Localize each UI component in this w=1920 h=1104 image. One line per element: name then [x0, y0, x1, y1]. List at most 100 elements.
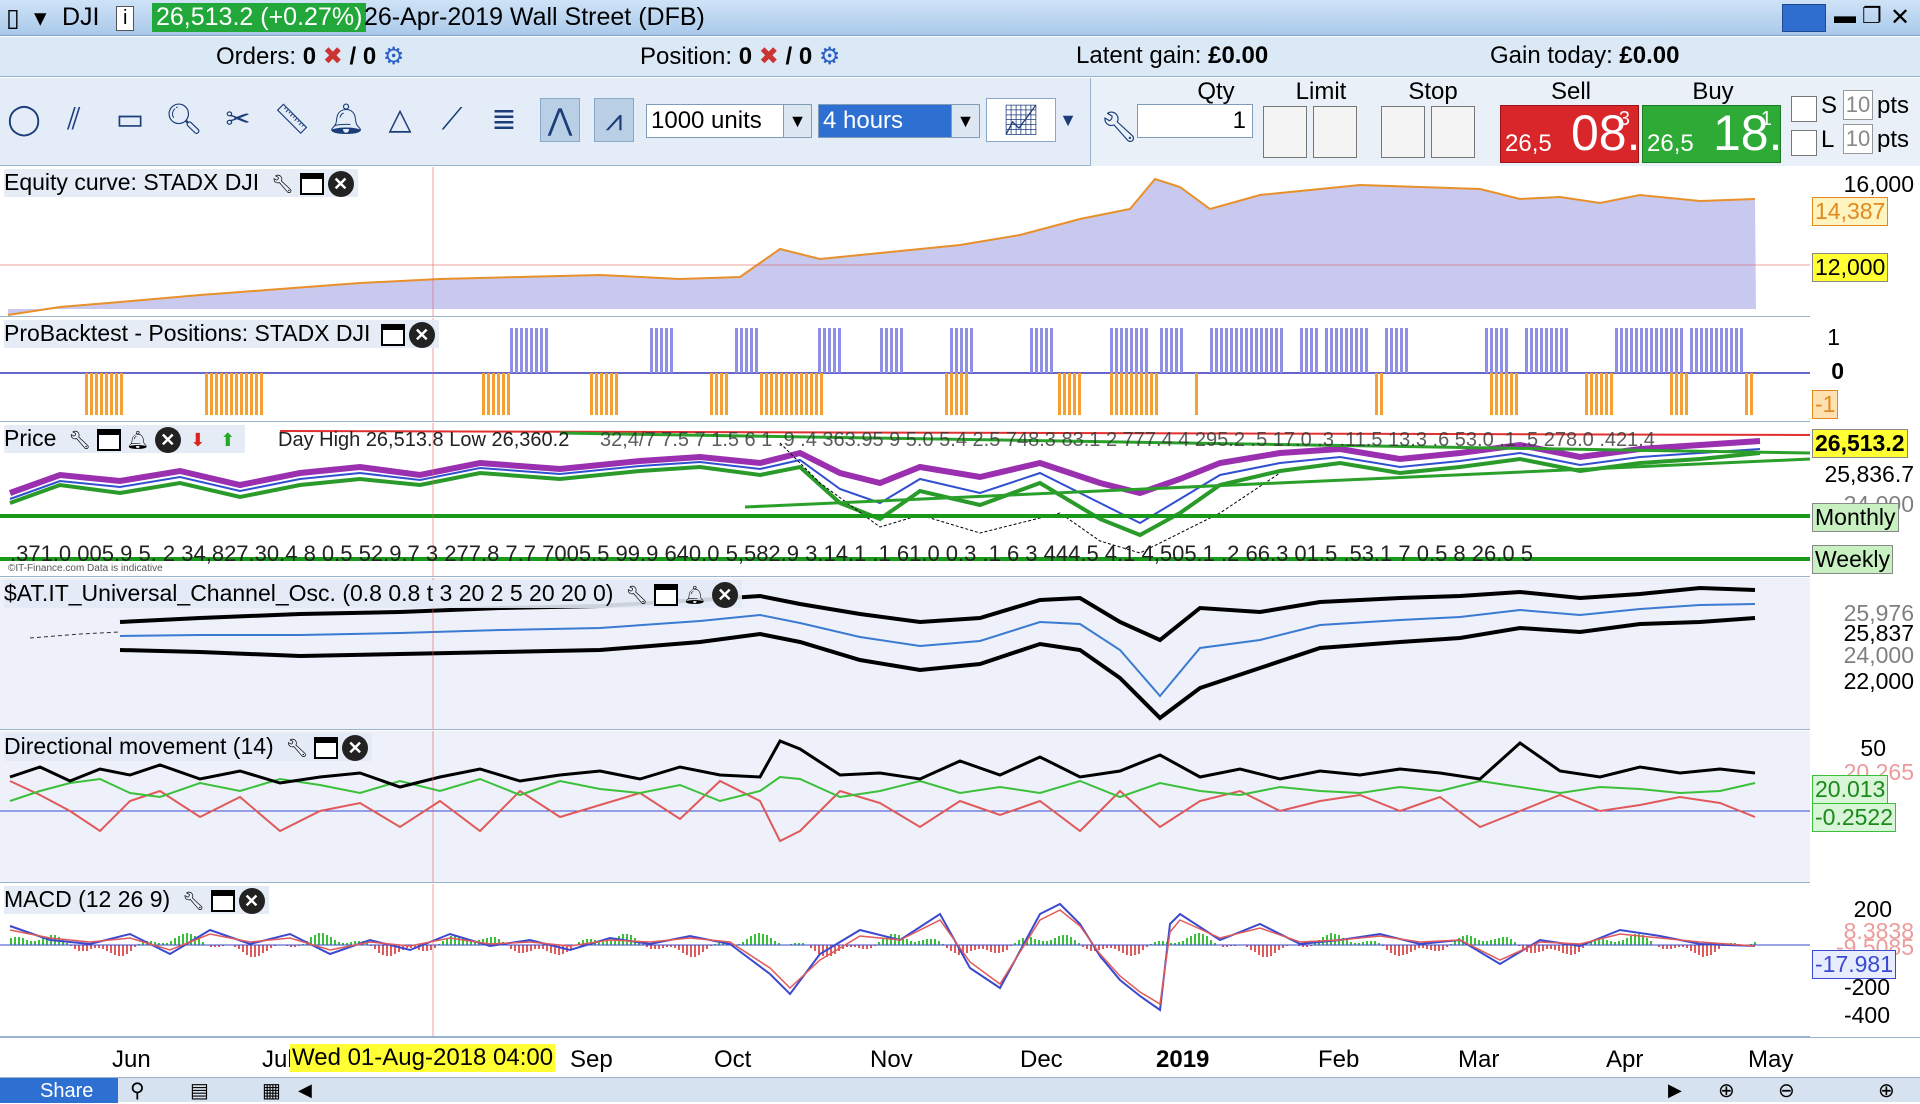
window-icon[interactable]: [380, 323, 405, 346]
arrow-down-icon[interactable]: ⬇: [190, 429, 206, 450]
long-position-bar: [1535, 328, 1538, 373]
wrench-icon[interactable]: 🔧︎: [271, 173, 295, 194]
qty-input[interactable]: 1: [1137, 104, 1253, 138]
price-panel[interactable]: Day High 26,513.8 Low 26,360.2 32,4/7 7.…: [0, 423, 1810, 577]
l-pts-input[interactable]: 10: [1843, 124, 1873, 154]
sell-limit-icon[interactable]: [1313, 106, 1357, 158]
alert-bell-icon[interactable]: 🔔︎: [126, 429, 150, 450]
chevron-down-icon[interactable]: ▾: [34, 4, 47, 32]
alert-bell-icon[interactable]: 🔔︎: [326, 103, 366, 136]
long-position-bar: [1555, 328, 1558, 373]
scroll-left-icon[interactable]: ◀: [298, 1080, 312, 1100]
macd-histogram-bar: [310, 937, 312, 945]
zoom-reset-icon[interactable]: ⊕: [1878, 1080, 1895, 1102]
symbol-label[interactable]: DJI: [62, 3, 100, 31]
units-chevron-icon[interactable]: ▼: [783, 105, 811, 137]
settings-gear-icon[interactable]: ⚙: [382, 43, 405, 70]
long-position-bar: [745, 328, 748, 373]
restore-icon[interactable]: ❐: [1862, 3, 1882, 28]
macd-histogram-bar: [170, 941, 172, 945]
limit-label: Limit: [1295, 78, 1347, 105]
close-icon[interactable]: ✕: [1890, 4, 1911, 31]
close-icon[interactable]: ✕: [342, 734, 369, 761]
indicators-icon[interactable]: 📈︎: [986, 98, 1056, 142]
macd-histogram-bar: [658, 945, 660, 949]
macd-histogram-bar: [1714, 945, 1716, 952]
buy-stop-icon[interactable]: [1381, 106, 1425, 158]
tools-icon[interactable]: ✂: [225, 103, 251, 136]
lasso-icon[interactable]: ◯: [7, 103, 41, 136]
macd-histogram-bar: [142, 942, 144, 945]
wrench-icon[interactable]: 🔧︎: [1099, 111, 1139, 144]
keyboard-icon[interactable]: [1782, 4, 1826, 32]
directional-movement-panel[interactable]: Directional movement (14) 🔧︎ ✕: [0, 731, 1810, 883]
macd-histogram-bar: [798, 943, 800, 945]
arrow-up-icon[interactable]: ⬆: [220, 429, 236, 450]
print-icon[interactable]: ▤: [190, 1080, 209, 1102]
orders-total: / 0: [349, 43, 377, 70]
scroll-right-icon[interactable]: ▶: [1668, 1080, 1682, 1100]
macd-histogram-bar: [1122, 945, 1124, 953]
macd-histogram-bar: [794, 943, 796, 945]
cancel-orders-icon[interactable]: ✖: [322, 43, 343, 70]
window-icon[interactable]: [210, 889, 235, 912]
ruler-icon[interactable]: 📏︎: [272, 103, 312, 136]
s-checkbox[interactable]: [1791, 96, 1817, 122]
wrench-icon[interactable]: 🔧︎: [182, 890, 205, 911]
parallel-lines-icon[interactable]: ⫽: [67, 103, 81, 136]
layout-icon[interactable]: ▦: [262, 1080, 281, 1102]
camera-icon[interactable]: ⚲: [130, 1080, 145, 1102]
buy-limit-icon[interactable]: [1263, 106, 1307, 158]
wrench-icon[interactable]: 🔧︎: [285, 737, 309, 758]
wrench-icon[interactable]: 🔧︎: [68, 429, 92, 450]
zoom-in-icon[interactable]: ⊕: [1718, 1080, 1735, 1102]
info-icon[interactable]: i: [116, 6, 135, 31]
close-icon[interactable]: ✕: [238, 887, 265, 914]
zoom-icon[interactable]: 🔍︎: [164, 103, 204, 136]
macd-panel[interactable]: MACD (12 26 9) 🔧︎ ✕: [0, 884, 1810, 1037]
position-gear-icon[interactable]: ⚙: [818, 43, 841, 70]
zigzag-icon[interactable]: ⩘: [594, 98, 634, 142]
candlestick-icon[interactable]: ▯: [6, 4, 20, 32]
share-button[interactable]: Share: [0, 1078, 118, 1103]
timeframe-chevron-icon[interactable]: ▼: [951, 105, 979, 137]
trendline-icon[interactable]: ⟋: [441, 103, 463, 136]
close-icon[interactable]: ✕: [327, 170, 354, 197]
long-position-bar: [545, 328, 548, 373]
channel-icon[interactable]: ⋀: [540, 98, 580, 142]
timeframe-dropdown[interactable]: 4 hours ▼: [818, 104, 980, 138]
s-pts-input[interactable]: 10: [1843, 90, 1873, 120]
macd-histogram-bar: [1330, 933, 1332, 945]
macd-histogram-bar: [1270, 945, 1272, 956]
channel-osc-panel[interactable]: $AT.IT_Universal_Channel_Osc. (0.8 0.8 t…: [0, 578, 1810, 730]
units-dropdown[interactable]: 1000 units ▼: [646, 104, 812, 138]
close-position-icon[interactable]: ✖: [758, 43, 779, 70]
wrench-icon[interactable]: 🔧︎: [625, 584, 649, 605]
positions-axis-bottom: -1: [1812, 390, 1839, 419]
triangle-icon[interactable]: △: [388, 103, 412, 136]
close-icon[interactable]: ✕: [711, 581, 738, 608]
sell-stop-icon[interactable]: [1431, 106, 1475, 158]
alert-bell-icon[interactable]: 🔔︎: [683, 584, 707, 605]
long-position-bar: [955, 328, 958, 373]
buy-button[interactable]: 26,5 18. 1: [1642, 105, 1783, 163]
window-icon[interactable]: [314, 736, 339, 759]
short-position-bar: [1380, 373, 1383, 415]
sell-button[interactable]: 26,5 08. 3: [1500, 105, 1641, 163]
positions-panel[interactable]: ProBacktest - Positions: STADX DJI ✕: [0, 318, 1810, 422]
fibonacci-icon[interactable]: ≣: [491, 103, 517, 136]
macd-histogram-bar: [878, 942, 880, 945]
window-icon[interactable]: [299, 172, 324, 195]
window-icon[interactable]: [653, 583, 678, 606]
close-icon[interactable]: ✕: [154, 426, 181, 453]
window-icon[interactable]: [96, 428, 121, 451]
rectangle-icon[interactable]: ▭: [115, 103, 145, 136]
indicators-chevron-icon[interactable]: ▼: [1059, 110, 1077, 130]
minimize-icon[interactable]: ▬: [1834, 3, 1856, 28]
macd-histogram-bar: [1390, 945, 1392, 953]
macd-histogram-bar: [558, 945, 560, 955]
l-checkbox[interactable]: [1791, 130, 1817, 156]
zoom-out-icon[interactable]: ⊖: [1778, 1080, 1795, 1102]
close-icon[interactable]: ✕: [408, 321, 435, 348]
equity-curve-panel[interactable]: Equity curve: STADX DJI 🔧︎ ✕: [0, 167, 1810, 317]
